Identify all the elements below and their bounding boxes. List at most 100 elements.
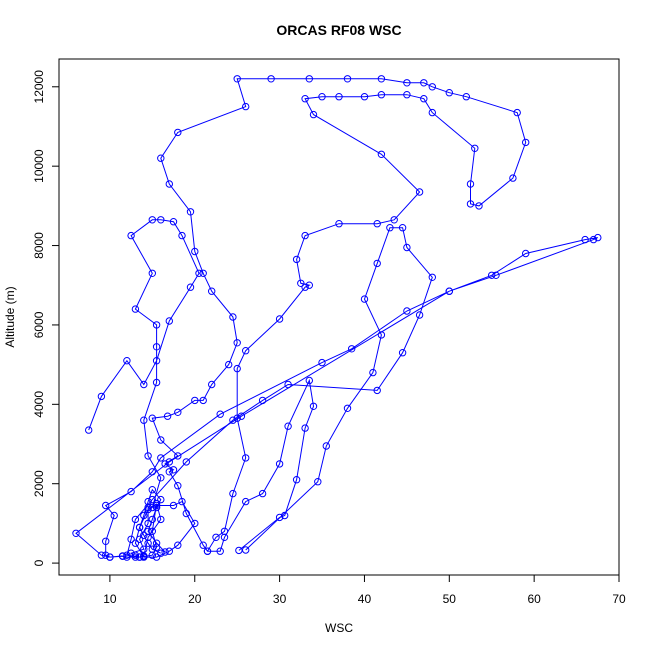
- data-point: [174, 408, 182, 416]
- data-point: [195, 269, 203, 277]
- data-point: [475, 202, 483, 210]
- data-point: [174, 541, 182, 549]
- data-point: [318, 93, 326, 101]
- x-tick-label: 20: [188, 592, 202, 606]
- data-point: [373, 259, 381, 268]
- data-point: [169, 466, 178, 474]
- data-point: [148, 486, 157, 494]
- data-point: [110, 511, 118, 520]
- y-tick-label: 0: [32, 559, 46, 566]
- data-point: [398, 224, 407, 232]
- data-point: [182, 458, 191, 466]
- data-point: [148, 545, 157, 553]
- series-path: [151, 78, 527, 552]
- data-point: [97, 551, 106, 559]
- data-point: [589, 235, 598, 244]
- data-point: [123, 551, 131, 559]
- data-point: [85, 426, 93, 434]
- data-point: [343, 75, 352, 83]
- data-point: [208, 380, 216, 389]
- data-point: [131, 515, 140, 524]
- data-point: [174, 452, 182, 460]
- data-point: [305, 75, 313, 83]
- data-point: [140, 545, 148, 553]
- data-point: [220, 527, 229, 535]
- data-point: [594, 233, 602, 242]
- data-point: [428, 273, 436, 281]
- data-point: [131, 305, 140, 313]
- data-point: [148, 515, 157, 524]
- data-point: [186, 283, 195, 291]
- x-axis: 10 20 30 40 50 60 70: [103, 574, 626, 606]
- data-point: [199, 396, 207, 405]
- data-point: [144, 503, 152, 512]
- data-point: [267, 75, 275, 83]
- data-point: [127, 231, 135, 240]
- x-tick-label: 60: [527, 592, 541, 606]
- data-point: [140, 416, 148, 424]
- y-tick-label: 4000: [32, 391, 46, 418]
- data-point: [148, 414, 157, 422]
- data-point: [373, 386, 381, 395]
- data-point: [144, 452, 152, 460]
- data-point: [428, 83, 436, 91]
- data-point: [148, 269, 157, 277]
- series-line: [123, 224, 436, 561]
- data-point: [466, 200, 475, 208]
- data-point: [301, 283, 309, 291]
- data-point: [191, 396, 199, 405]
- data-point: [309, 110, 318, 119]
- data-point: [403, 79, 411, 87]
- data-point: [581, 235, 589, 244]
- data-point: [292, 255, 301, 264]
- data-point: [492, 271, 500, 279]
- data-point: [318, 358, 326, 367]
- data-point: [301, 95, 309, 103]
- y-tick-label: 8000: [32, 232, 46, 259]
- data-point: [165, 458, 174, 466]
- data-point: [157, 549, 165, 557]
- data-point: [242, 497, 250, 506]
- data-point: [208, 287, 216, 295]
- data-point: [377, 75, 386, 83]
- data-point: [305, 281, 313, 289]
- data-point: [471, 144, 479, 153]
- data-point: [233, 414, 241, 422]
- data-point: [203, 547, 212, 555]
- data-point: [360, 295, 369, 303]
- data-point: [169, 501, 178, 510]
- data-point: [191, 519, 199, 528]
- data-point: [428, 108, 436, 117]
- data-point: [335, 220, 343, 228]
- x-tick-label: 70: [612, 592, 626, 606]
- y-axis-label: Altitude (m): [3, 286, 17, 347]
- data-point: [229, 313, 237, 321]
- data-point: [403, 91, 411, 99]
- data-point: [131, 553, 140, 561]
- data-point: [403, 307, 411, 315]
- data-point: [322, 442, 330, 450]
- data-point: [152, 378, 161, 387]
- series-line: [85, 216, 203, 561]
- data-point: [174, 128, 182, 137]
- data-point: [216, 410, 224, 418]
- data-point: [127, 487, 135, 496]
- data-point: [275, 315, 284, 323]
- data-point: [237, 412, 246, 420]
- data-point: [275, 513, 284, 522]
- data-point: [148, 527, 157, 535]
- data-point: [144, 497, 152, 506]
- data-point: [229, 416, 237, 424]
- data-point: [386, 224, 394, 232]
- data-point: [152, 321, 161, 329]
- data-point: [123, 357, 131, 365]
- data-point: [161, 548, 169, 556]
- data-point: [242, 347, 250, 355]
- data-point: [233, 75, 241, 83]
- data-point: [522, 249, 530, 258]
- data-point: [127, 549, 135, 557]
- data-point: [178, 231, 186, 240]
- data-point: [301, 424, 309, 432]
- data-point: [229, 489, 237, 498]
- data-point: [199, 269, 207, 277]
